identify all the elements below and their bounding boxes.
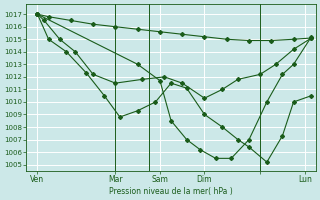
X-axis label: Pression niveau de la mer( hPa ): Pression niveau de la mer( hPa ) bbox=[109, 187, 233, 196]
